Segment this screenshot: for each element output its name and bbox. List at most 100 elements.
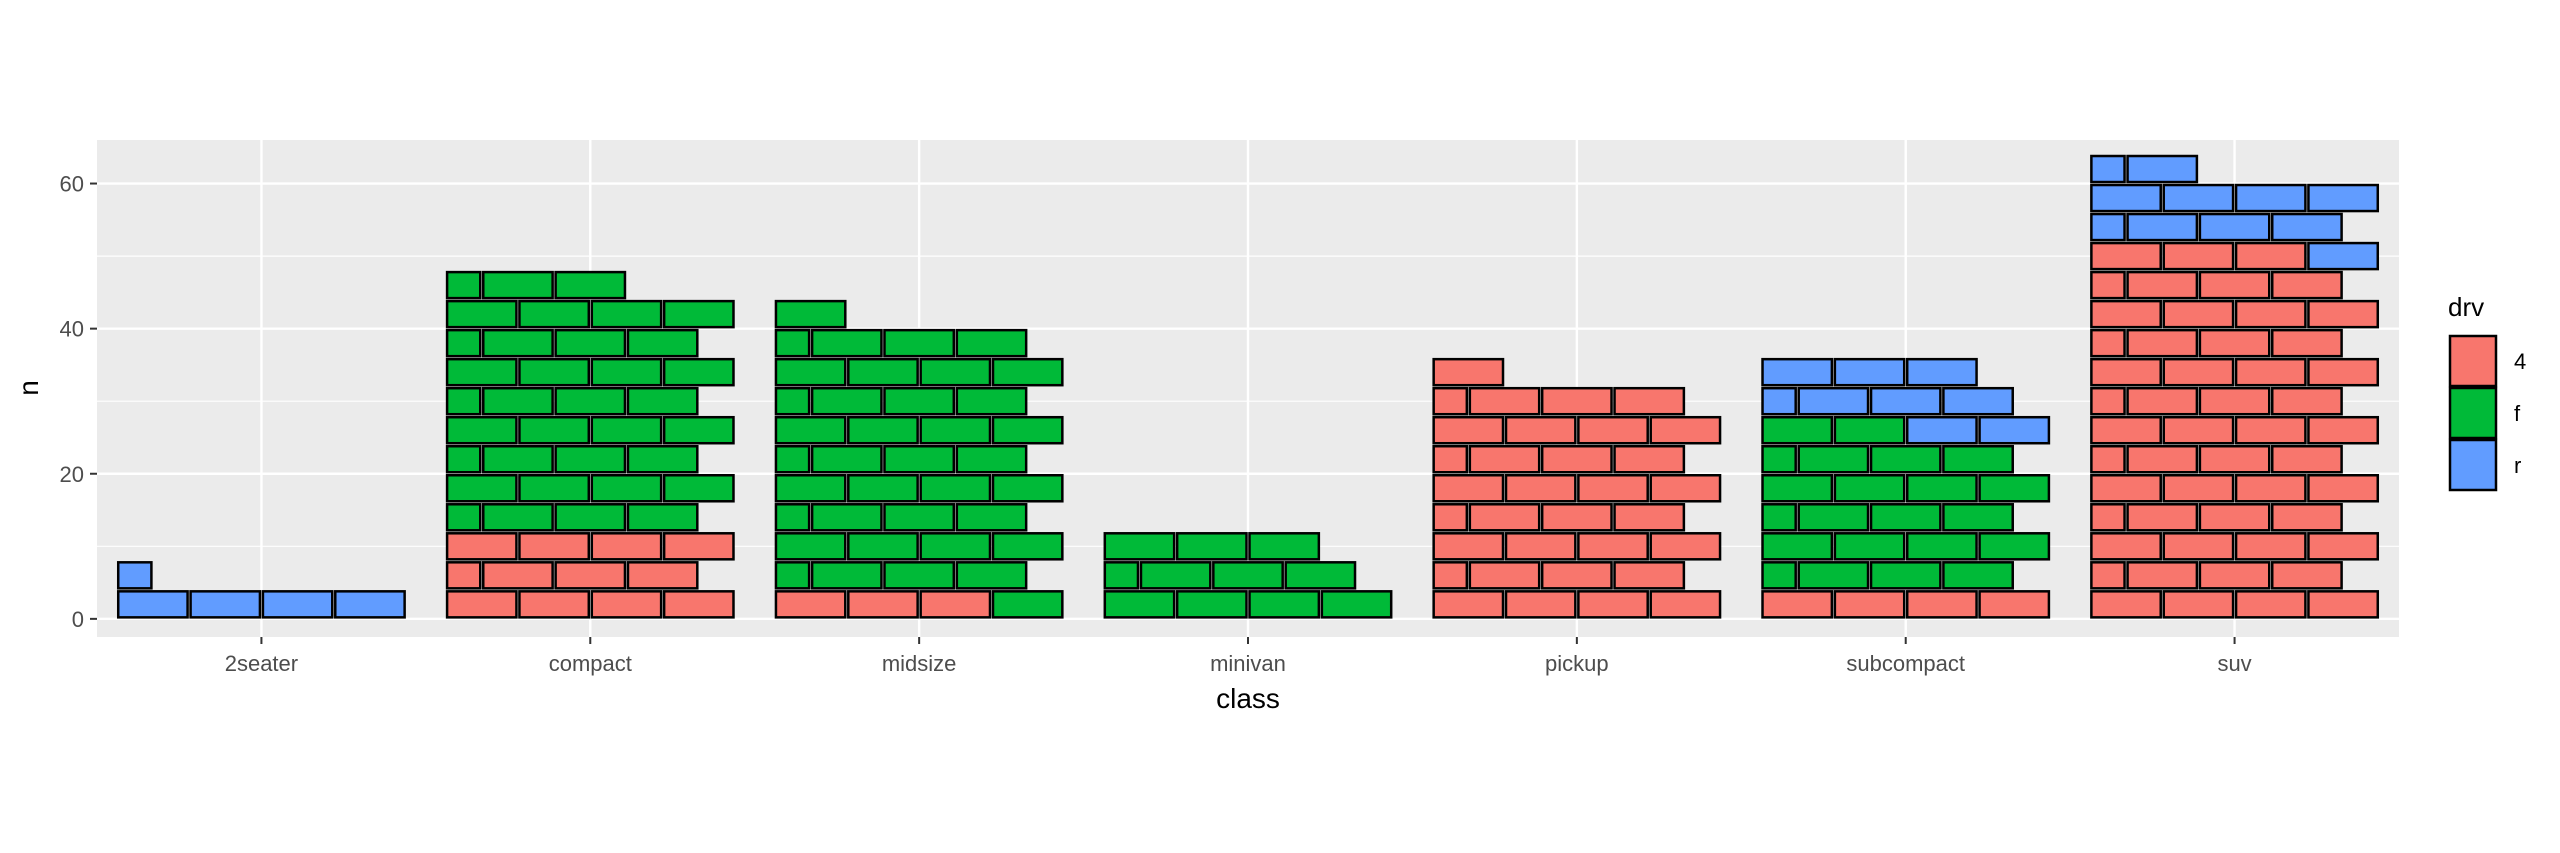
y-tick-label: 40 [60, 317, 84, 342]
brick-subcompact-f [1761, 474, 1834, 503]
brick-subcompact-f [1797, 503, 1870, 532]
brick-compact-4 [662, 590, 735, 619]
brick-compact-f [554, 444, 627, 474]
y-tick-label: 20 [60, 462, 84, 487]
brick-midsize-f [774, 532, 847, 561]
x-axis-title: class [1216, 683, 1280, 714]
brick-suv-4 [2270, 561, 2343, 590]
brick-suv-4 [2090, 357, 2162, 387]
brick-suv-4 [2090, 299, 2162, 329]
brick-pickup-4 [1649, 474, 1722, 503]
brick-pickup-4 [1504, 474, 1577, 503]
brick-minivan-f [1103, 590, 1176, 619]
brick-minivan-f [1248, 532, 1321, 561]
x-tick-label: suv [2217, 651, 2251, 676]
brick-suv-4 [2126, 503, 2199, 532]
brick-subcompact-f [1978, 532, 2051, 561]
brick-pickup-4 [1468, 561, 1541, 590]
brick-midsize-f [955, 386, 1028, 416]
brick-compact-f [445, 474, 518, 503]
brick-suv-4 [2307, 299, 2380, 329]
brick-pickup-4 [1649, 415, 1722, 445]
brick-subcompact-f [1761, 415, 1834, 445]
brick-suv-4 [2162, 241, 2235, 271]
brick-midsize-f [883, 386, 956, 416]
brick-suv-r [2198, 212, 2271, 242]
brick-midsize-f [883, 444, 956, 474]
brick-compact-4 [590, 590, 663, 619]
brick-subcompact-f [1905, 532, 1978, 561]
brick-suv-4 [2162, 415, 2235, 445]
brick-compact-f [590, 474, 663, 503]
brick-suv-r [2270, 212, 2343, 242]
brick-midsize-4 [847, 590, 919, 619]
brick-compact-f [482, 386, 554, 416]
brick-suv-r [2307, 183, 2380, 213]
legend-key-r [2448, 438, 2498, 492]
bricks [116, 154, 2380, 619]
brick-subcompact-f [1942, 561, 2014, 590]
brick-midsize-f [991, 532, 1064, 561]
brick-minivan-f [1284, 561, 1357, 590]
brick-midsize-4 [919, 590, 992, 619]
brick-compact-f [554, 328, 627, 358]
brick-compact-f [445, 299, 518, 329]
brick-subcompact-f [1761, 532, 1834, 561]
brick-suv-4 [2090, 532, 2162, 561]
y-axis: 0 20 40 60 [60, 172, 97, 632]
brick-suv-r [2162, 183, 2235, 213]
brick-midsize-f [810, 561, 883, 590]
brick-compact-f [590, 415, 663, 445]
brick-pickup-4 [1577, 415, 1649, 445]
brick-subcompact-f [1833, 532, 1906, 561]
brick-suv-4 [2162, 299, 2235, 329]
brick-suv-4 [2090, 241, 2162, 271]
x-tick-label: midsize [882, 651, 957, 676]
brick-pickup-4 [1540, 444, 1613, 474]
brick-midsize-f [847, 532, 919, 561]
brick-pickup-4 [1468, 503, 1541, 532]
brick-midsize-f [847, 415, 919, 445]
y-tick-label: 0 [72, 607, 84, 632]
brick-2seater-r [116, 590, 189, 619]
brick-compact-f [554, 503, 627, 532]
brick-suv-4 [2162, 357, 2235, 387]
brick-subcompact-f [1942, 503, 2014, 532]
brick-compact-f [445, 270, 482, 300]
brick-suv-4 [2090, 503, 2126, 532]
legend-label-f: f [2514, 401, 2521, 426]
brick-pickup-4 [1613, 444, 1686, 474]
x-tick-label: pickup [1545, 651, 1609, 676]
brick-midsize-f [810, 386, 883, 416]
brick-suv-4 [2198, 561, 2271, 590]
brick-subcompact-f [1869, 503, 1942, 532]
brick-pickup-4 [1649, 590, 1722, 619]
brick-midsize-f [847, 357, 919, 387]
brick-subcompact-f [1761, 561, 1797, 590]
brick-midsize-f [919, 532, 992, 561]
brick-pickup-4 [1577, 474, 1649, 503]
brick-suv-4 [2126, 444, 2199, 474]
brick-2seater-r [261, 590, 334, 619]
brick-compact-f [445, 503, 482, 532]
brick-compact-f [482, 270, 554, 300]
brick-suv-4 [2090, 444, 2126, 474]
brick-compact-f [662, 357, 735, 387]
brick-subcompact-f [1942, 444, 2014, 474]
brick-subcompact-r [1833, 357, 1906, 387]
brick-compact-4 [590, 532, 663, 561]
brick-midsize-f [991, 357, 1064, 387]
brick-compact-f [626, 386, 699, 416]
brick-minivan-f [1103, 561, 1140, 590]
x-tick-label: subcompact [1846, 651, 1965, 676]
brick-subcompact-f [1761, 503, 1797, 532]
brick-suv-4 [2090, 415, 2162, 445]
brick-suv-4 [2234, 532, 2307, 561]
brick-suv-4 [2090, 561, 2126, 590]
brick-subcompact-f [1905, 474, 1978, 503]
brick-compact-f [662, 474, 735, 503]
brick-pickup-4 [1432, 415, 1505, 445]
brick-pickup-4 [1432, 561, 1469, 590]
brick-midsize-f [919, 474, 992, 503]
